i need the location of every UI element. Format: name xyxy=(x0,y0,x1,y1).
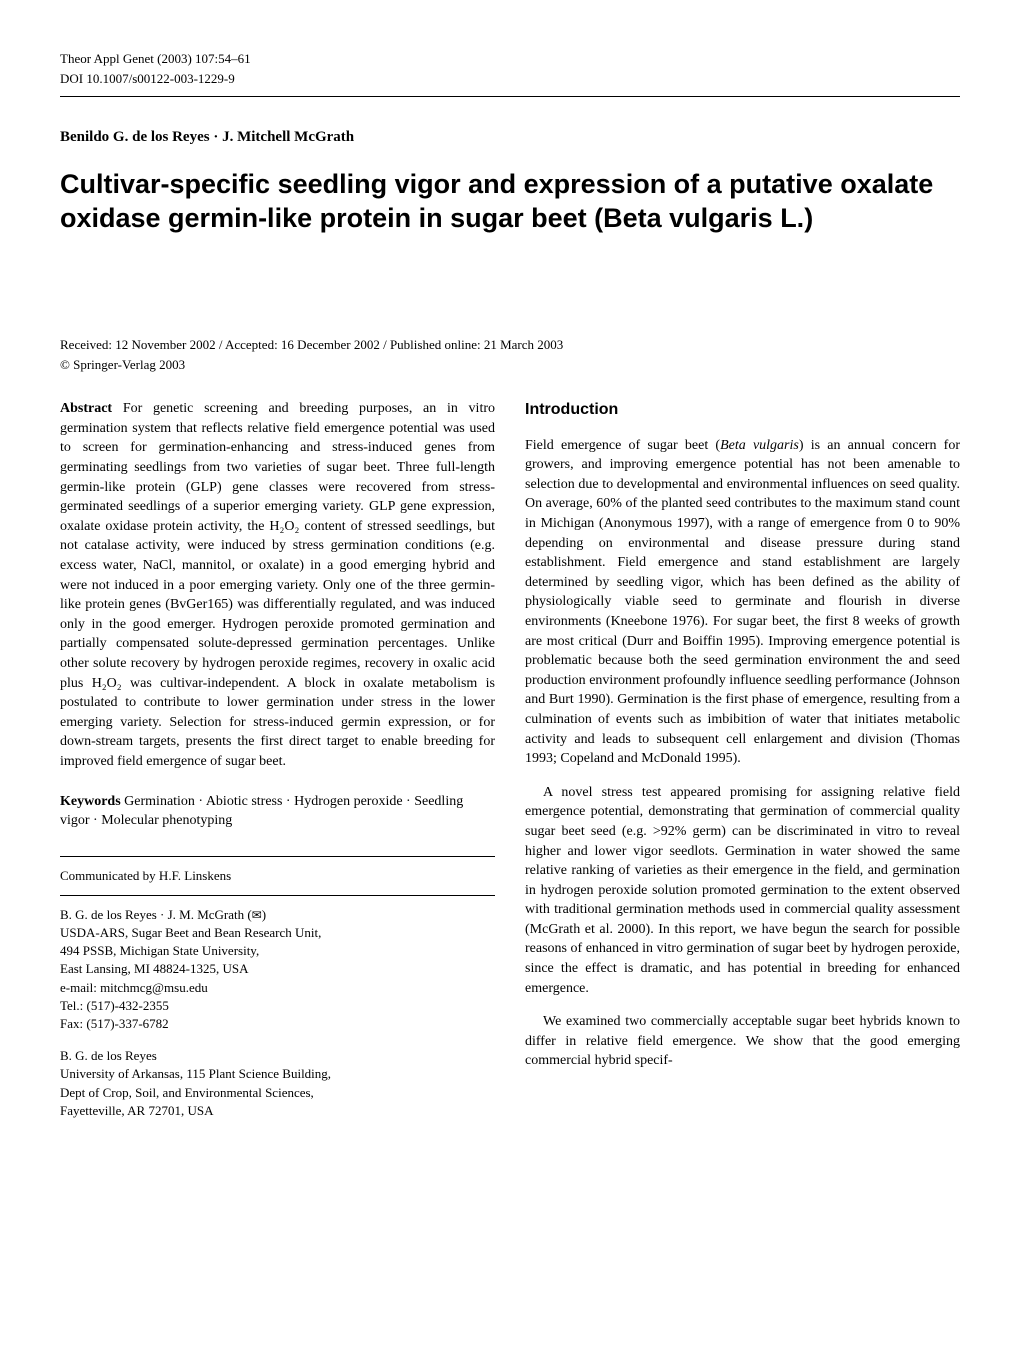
abstract: Abstract For genetic screening and breed… xyxy=(60,399,495,771)
species-name: Beta vulgaris xyxy=(720,438,799,453)
intro-paragraph-1: Field emergence of sugar beet (Beta vulg… xyxy=(525,436,960,769)
affil1-names: B. G. de los Reyes · J. M. McGrath ( xyxy=(60,907,252,922)
header-rule xyxy=(60,96,960,97)
copyright-line: © Springer-Verlag 2003 xyxy=(60,356,960,374)
divider-rule xyxy=(60,856,495,857)
keywords-text: Germination · Abiotic stress · Hydrogen … xyxy=(60,794,463,829)
communicated-by: Communicated by H.F. Linskens xyxy=(60,867,495,885)
page-header: Theor Appl Genet (2003) 107:54–61 DOI 10… xyxy=(60,50,960,88)
affil2-dept: Dept of Crop, Soil, and Environmental Sc… xyxy=(60,1085,314,1100)
affil1-close: ) xyxy=(262,907,266,922)
affil1-tel: Tel.: (517)-432-2355 xyxy=(60,998,169,1013)
envelope-icon: ✉ xyxy=(252,908,262,922)
affil1-org: USDA-ARS, Sugar Beet and Bean Research U… xyxy=(60,925,321,940)
right-column: Introduction Field emergence of sugar be… xyxy=(525,399,960,1134)
intro-p1-b: ) is an annual concern for growers, and … xyxy=(525,438,960,767)
affil1-city: East Lansing, MI 48824-1325, USA xyxy=(60,961,249,976)
affil2-univ: University of Arkansas, 115 Plant Scienc… xyxy=(60,1066,331,1081)
abstract-body: For genetic screening and breeding purpo… xyxy=(60,401,495,769)
left-column: Abstract For genetic screening and breed… xyxy=(60,399,495,1134)
keywords: Keywords Germination · Abiotic stress · … xyxy=(60,792,495,831)
affil2-city: Fayetteville, AR 72701, USA xyxy=(60,1103,213,1118)
intro-paragraph-3: We examined two commercially acceptable … xyxy=(525,1012,960,1071)
abstract-label: Abstract xyxy=(60,401,112,416)
journal-reference: Theor Appl Genet (2003) 107:54–61 xyxy=(60,50,960,68)
affil1-fax: Fax: (517)-337-6782 xyxy=(60,1016,169,1031)
author-list: Benildo G. de los Reyes · J. Mitchell Mc… xyxy=(60,127,960,148)
intro-p1-a: Field emergence of sugar beet ( xyxy=(525,438,720,453)
affil2-name: B. G. de los Reyes xyxy=(60,1048,157,1063)
affiliation-secondary: B. G. de los Reyes University of Arkansa… xyxy=(60,1047,495,1120)
divider-rule-2 xyxy=(60,895,495,896)
two-column-layout: Abstract For genetic screening and breed… xyxy=(60,399,960,1134)
article-title: Cultivar-specific seedling vigor and exp… xyxy=(60,168,960,236)
intro-paragraph-2: A novel stress test appeared promising f… xyxy=(525,783,960,999)
doi: DOI 10.1007/s00122-003-1229-9 xyxy=(60,70,960,88)
intro-heading: Introduction xyxy=(525,399,960,421)
affil1-dept: 494 PSSB, Michigan State University, xyxy=(60,943,259,958)
keywords-label: Keywords xyxy=(60,794,121,809)
affiliation-primary: B. G. de los Reyes · J. M. McGrath (✉) U… xyxy=(60,906,495,1033)
received-dates: Received: 12 November 2002 / Accepted: 1… xyxy=(60,336,960,354)
affil1-email: e-mail: mitchmcg@msu.edu xyxy=(60,980,208,995)
